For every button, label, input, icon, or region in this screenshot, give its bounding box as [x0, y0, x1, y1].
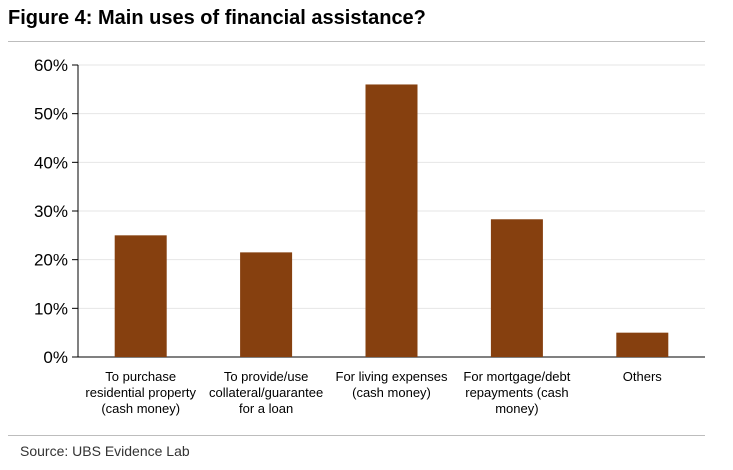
category-label-line: collateral/guarantee [209, 385, 323, 400]
category-label: To purchase residential property (cash mon… [85, 369, 196, 416]
y-tick-label: 60% [34, 56, 68, 75]
category-label: For mortgage/debt repayments (cash money) [463, 369, 570, 416]
y-tick-label: 10% [34, 299, 68, 318]
bar [490, 219, 543, 357]
bar [240, 252, 293, 357]
footer-divider [8, 435, 705, 436]
category-label-line: Others [623, 369, 663, 384]
bar [365, 84, 418, 357]
category-label-line: repayments (cash [465, 385, 568, 400]
bar [114, 235, 167, 357]
category-label-line: (cash money) [352, 385, 431, 400]
category-label-line: for a loan [239, 401, 293, 416]
category-label-line: To provide/use [224, 369, 309, 384]
y-tick-label: 30% [34, 202, 68, 221]
category-label: For living expenses (cash money) [336, 369, 448, 400]
y-tick-label: 20% [34, 251, 68, 270]
source-note: Source: UBS Evidence Lab [20, 443, 190, 459]
category-label-line: For living expenses [336, 369, 448, 384]
y-tick-label: 40% [34, 153, 68, 172]
chart-title: Figure 4: Main uses of financial assista… [8, 7, 426, 29]
category-label-line: To purchase [105, 369, 176, 384]
category-label: To provide/use collateral/guarantee for a … [209, 369, 323, 416]
category-label-line: For mortgage/debt [463, 369, 570, 384]
category-label-line: residential property [85, 385, 196, 400]
category-label-line: money) [495, 401, 538, 416]
bar [616, 332, 669, 357]
category-label-line: (cash money) [101, 401, 180, 416]
y-tick-label: 50% [34, 105, 68, 124]
title-divider [8, 41, 705, 42]
y-tick-label: 0% [43, 348, 68, 367]
category-label: Others [623, 369, 663, 384]
